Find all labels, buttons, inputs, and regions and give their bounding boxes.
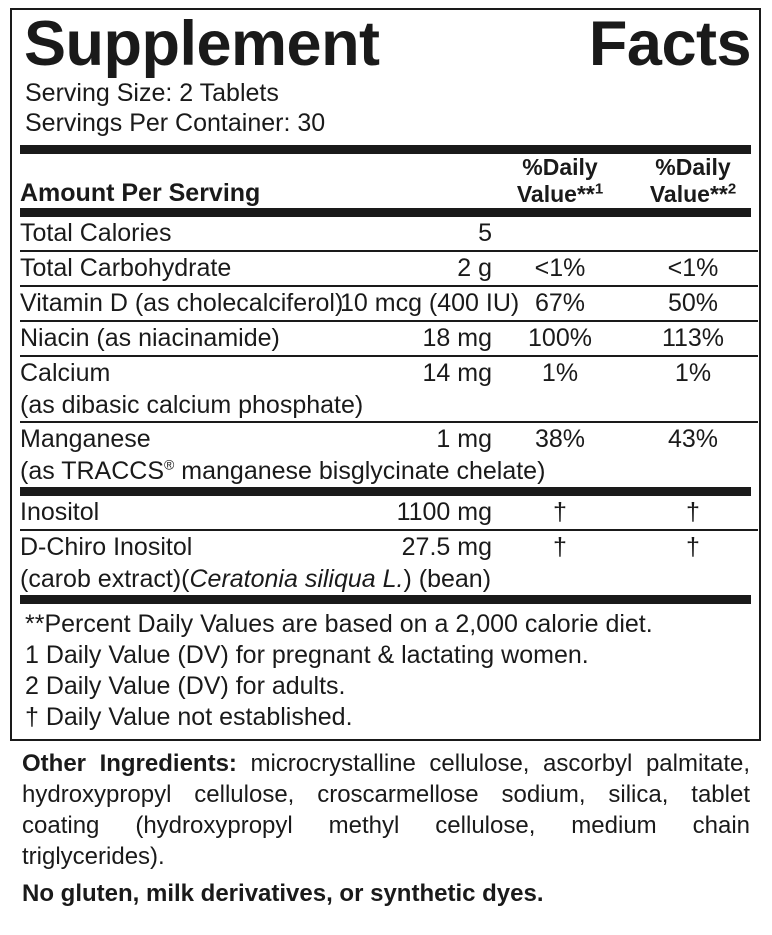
footnote-dv-pregnant: 1 Daily Value (DV) for pregnant & lactat… (25, 641, 589, 669)
servings-per-container: Servings Per Container: 30 (25, 109, 326, 137)
nutrient-name: Manganese (20, 425, 151, 453)
nutrient-source-row: (as TRACCS® manganese bisglycinate chela… (20, 456, 758, 487)
table-row: Inositol 1100 mg † † (20, 496, 758, 529)
nutrient-name: D-Chiro Inositol (20, 533, 193, 561)
footnotes-block: **Percent Daily Values are based on a 2,… (20, 604, 751, 739)
nutrient-daily-value-1: † (553, 533, 567, 561)
nutrient-name: Vitamin D (as cholecalciferol) (20, 289, 344, 317)
row-separator (20, 355, 758, 357)
header-dv2-superscript: 2 (727, 180, 737, 198)
nutrient-amount: 14 mg (422, 359, 492, 387)
nutrient-daily-value-2: <1% (667, 254, 719, 282)
serving-size: Serving Size: 2 Tablets (25, 79, 279, 107)
table-row: Total Carbohydrate 2 g <1% <1% (20, 252, 758, 285)
nutrient-daily-value-1: 38% (534, 425, 586, 453)
row-separator-rule (20, 285, 758, 287)
nutrient-source-row: (as dibasic calcium phosphate) (20, 390, 758, 421)
footnote-percent-dv: **Percent Daily Values are based on a 2,… (25, 610, 653, 638)
table-row: Total Calories 5 (20, 217, 758, 250)
row-separator-rule (20, 320, 758, 322)
row-separator-rule (20, 421, 758, 423)
header-dv1-superscript: 1 (594, 180, 604, 198)
row-separator (20, 529, 758, 531)
nutrient-daily-value-1: 1% (541, 359, 579, 387)
row-separator (20, 285, 758, 287)
header-dv1-line1: %Daily (522, 154, 598, 180)
table-row: Vitamin D (as cholecalciferol) 10 mcg (40… (20, 287, 758, 320)
divider-thick-inositol (20, 487, 751, 496)
divider-thick-header (20, 208, 751, 217)
nutrient-daily-value-2: 1% (674, 359, 712, 387)
divider-thick-footnotes (20, 595, 751, 604)
table-header-row: Amount Per Serving %Daily Value**1 %Dail… (20, 154, 758, 208)
nutrient-amount: 2 g (457, 254, 492, 282)
nutrient-daily-value-1: <1% (534, 254, 586, 282)
divider-thick-top (20, 145, 751, 154)
nutrient-daily-value-1: † (553, 498, 567, 526)
nutrient-amount: 18 mg (422, 324, 492, 352)
serving-info: Serving Size: 2 Tablets Servings Per Con… (20, 78, 751, 145)
nutrient-amount: 10 mcg (400 IU) (340, 289, 520, 317)
nutrient-source-description: (as dibasic calcium phosphate) (20, 391, 364, 419)
nutrient-name: Total Calories (20, 219, 172, 247)
nutrient-daily-value-1 (492, 217, 628, 250)
registered-trademark-icon: ® (164, 456, 175, 473)
nutrient-amount: 1 mg (436, 425, 492, 453)
nutrient-daily-value-2: † (686, 498, 700, 526)
row-separator (20, 421, 758, 423)
nutrient-daily-value-2: † (686, 533, 700, 561)
other-ingredients-block: Other Ingredients: microcrystalline cell… (10, 741, 761, 910)
page-title: Supplement Facts (20, 9, 752, 79)
nutrient-daily-value-2: 50% (667, 289, 719, 317)
nutrient-source-description: (as TRACCS® manganese bisglycinate chela… (20, 456, 546, 485)
footnote-dv-adults: 2 Daily Value (DV) for adults. (25, 672, 346, 700)
header-dv1-line2: Value** (516, 181, 595, 207)
nutrient-daily-value-1: 100% (528, 324, 592, 352)
nutrient-source-description: (carob extract)(Ceratonia siliqua L.) (b… (20, 565, 492, 593)
header-daily-value-1: %Daily Value**1 (492, 154, 628, 208)
header-dv2-line2: Value** (649, 181, 728, 207)
table-row: D-Chiro Inositol 27.5 mg † † (20, 531, 758, 564)
nutrient-name: Calcium (20, 359, 111, 387)
row-separator (20, 320, 758, 322)
other-ingredients-text: microcrystalline cellulose, ascorbyl pal… (22, 750, 750, 870)
nutrient-amount: 5 (478, 219, 492, 247)
nutrient-table: Total Calories 5 Total Carbohydrate 2 g <1% <… (20, 217, 758, 487)
header-daily-value-2: %Daily Value**2 (628, 154, 758, 208)
nutrient-daily-value-2: 113% (661, 324, 725, 352)
nutrient-name: Niacin (as niacinamide) (20, 324, 280, 352)
nutrient-name: Inositol (20, 498, 100, 526)
row-separator (20, 250, 758, 252)
facts-panel: Supplement Facts Serving Size: 2 Tablets… (10, 8, 761, 741)
table-row: Manganese 1 mg 38% 43% (20, 423, 758, 456)
other-ingredients-label: Other Ingredients: (22, 750, 237, 777)
title-word-1: Supplement (24, 9, 380, 79)
facts-header-table: Amount Per Serving %Daily Value**1 %Dail… (20, 154, 758, 208)
nutrient-source-row: (carob extract)(Ceratonia siliqua L.) (b… (20, 564, 758, 595)
nutrient-daily-value-2: 43% (667, 425, 719, 453)
row-separator-rule (20, 250, 758, 252)
nutrient-daily-value-1: 67% (534, 289, 586, 317)
header-dv2-line1: %Daily (655, 154, 731, 180)
botanical-name: Ceratonia siliqua L. (189, 565, 404, 593)
nutrient-daily-value-2 (628, 217, 758, 250)
nutrient-name: Total Carbohydrate (20, 254, 232, 282)
table-row: Niacin (as niacinamide) 18 mg 100% 113% (20, 322, 758, 355)
row-separator-rule (20, 529, 758, 531)
title-word-2: Facts (588, 9, 752, 79)
row-separator-rule (20, 355, 758, 357)
other-ingredients-paragraph: Other Ingredients: microcrystalline cell… (22, 748, 750, 872)
footnote-dagger: † Daily Value not established. (25, 703, 353, 731)
header-amount-per-serving: Amount Per Serving (20, 179, 261, 207)
nutrient-amount: 1100 mg (396, 498, 492, 526)
nutrient-amount: 27.5 mg (401, 533, 492, 561)
inositol-table: Inositol 1100 mg † † D-Chiro Inositol 27.5 mg… (20, 496, 758, 595)
no-gluten-statement: No gluten, milk derivatives, or syntheti… (22, 880, 544, 907)
table-row: Calcium 14 mg 1% 1% (20, 357, 758, 390)
